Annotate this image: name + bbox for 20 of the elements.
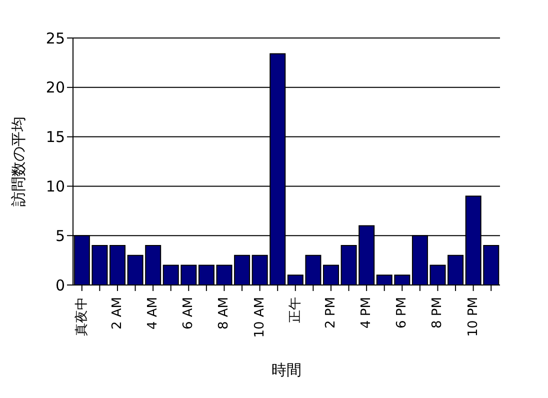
y-tick-label: 15 (46, 128, 65, 146)
x-tick-label: 4 AM (146, 297, 161, 330)
x-tick-label: 6 PM (394, 297, 410, 328)
x-tick-label: 真夜中 (73, 297, 90, 336)
y-tick-label: 10 (46, 178, 65, 196)
y-tick-label: 25 (46, 29, 65, 48)
y-tick-label: 5 (55, 226, 65, 245)
y-axis-title: 訪問数の平均 (9, 116, 28, 206)
x-tick-label: 8 PM (430, 297, 446, 328)
x-tick-label: 2 AM (110, 297, 125, 330)
x-tick-label: 正午 (288, 297, 303, 323)
x-tick-label: 10 PM (466, 297, 481, 337)
x-axis-title: 時間 (272, 361, 302, 379)
x-tick-label: 2 PM (323, 297, 338, 328)
y-tick-label: 0 (55, 276, 65, 294)
x-tick-label: 4 PM (359, 297, 374, 328)
y-tick-label: 20 (46, 78, 65, 97)
x-tick-label: 6 AM (181, 297, 196, 330)
x-tick-label: 8 AM (216, 297, 232, 330)
x-tick-label: 10 AM (252, 297, 268, 338)
